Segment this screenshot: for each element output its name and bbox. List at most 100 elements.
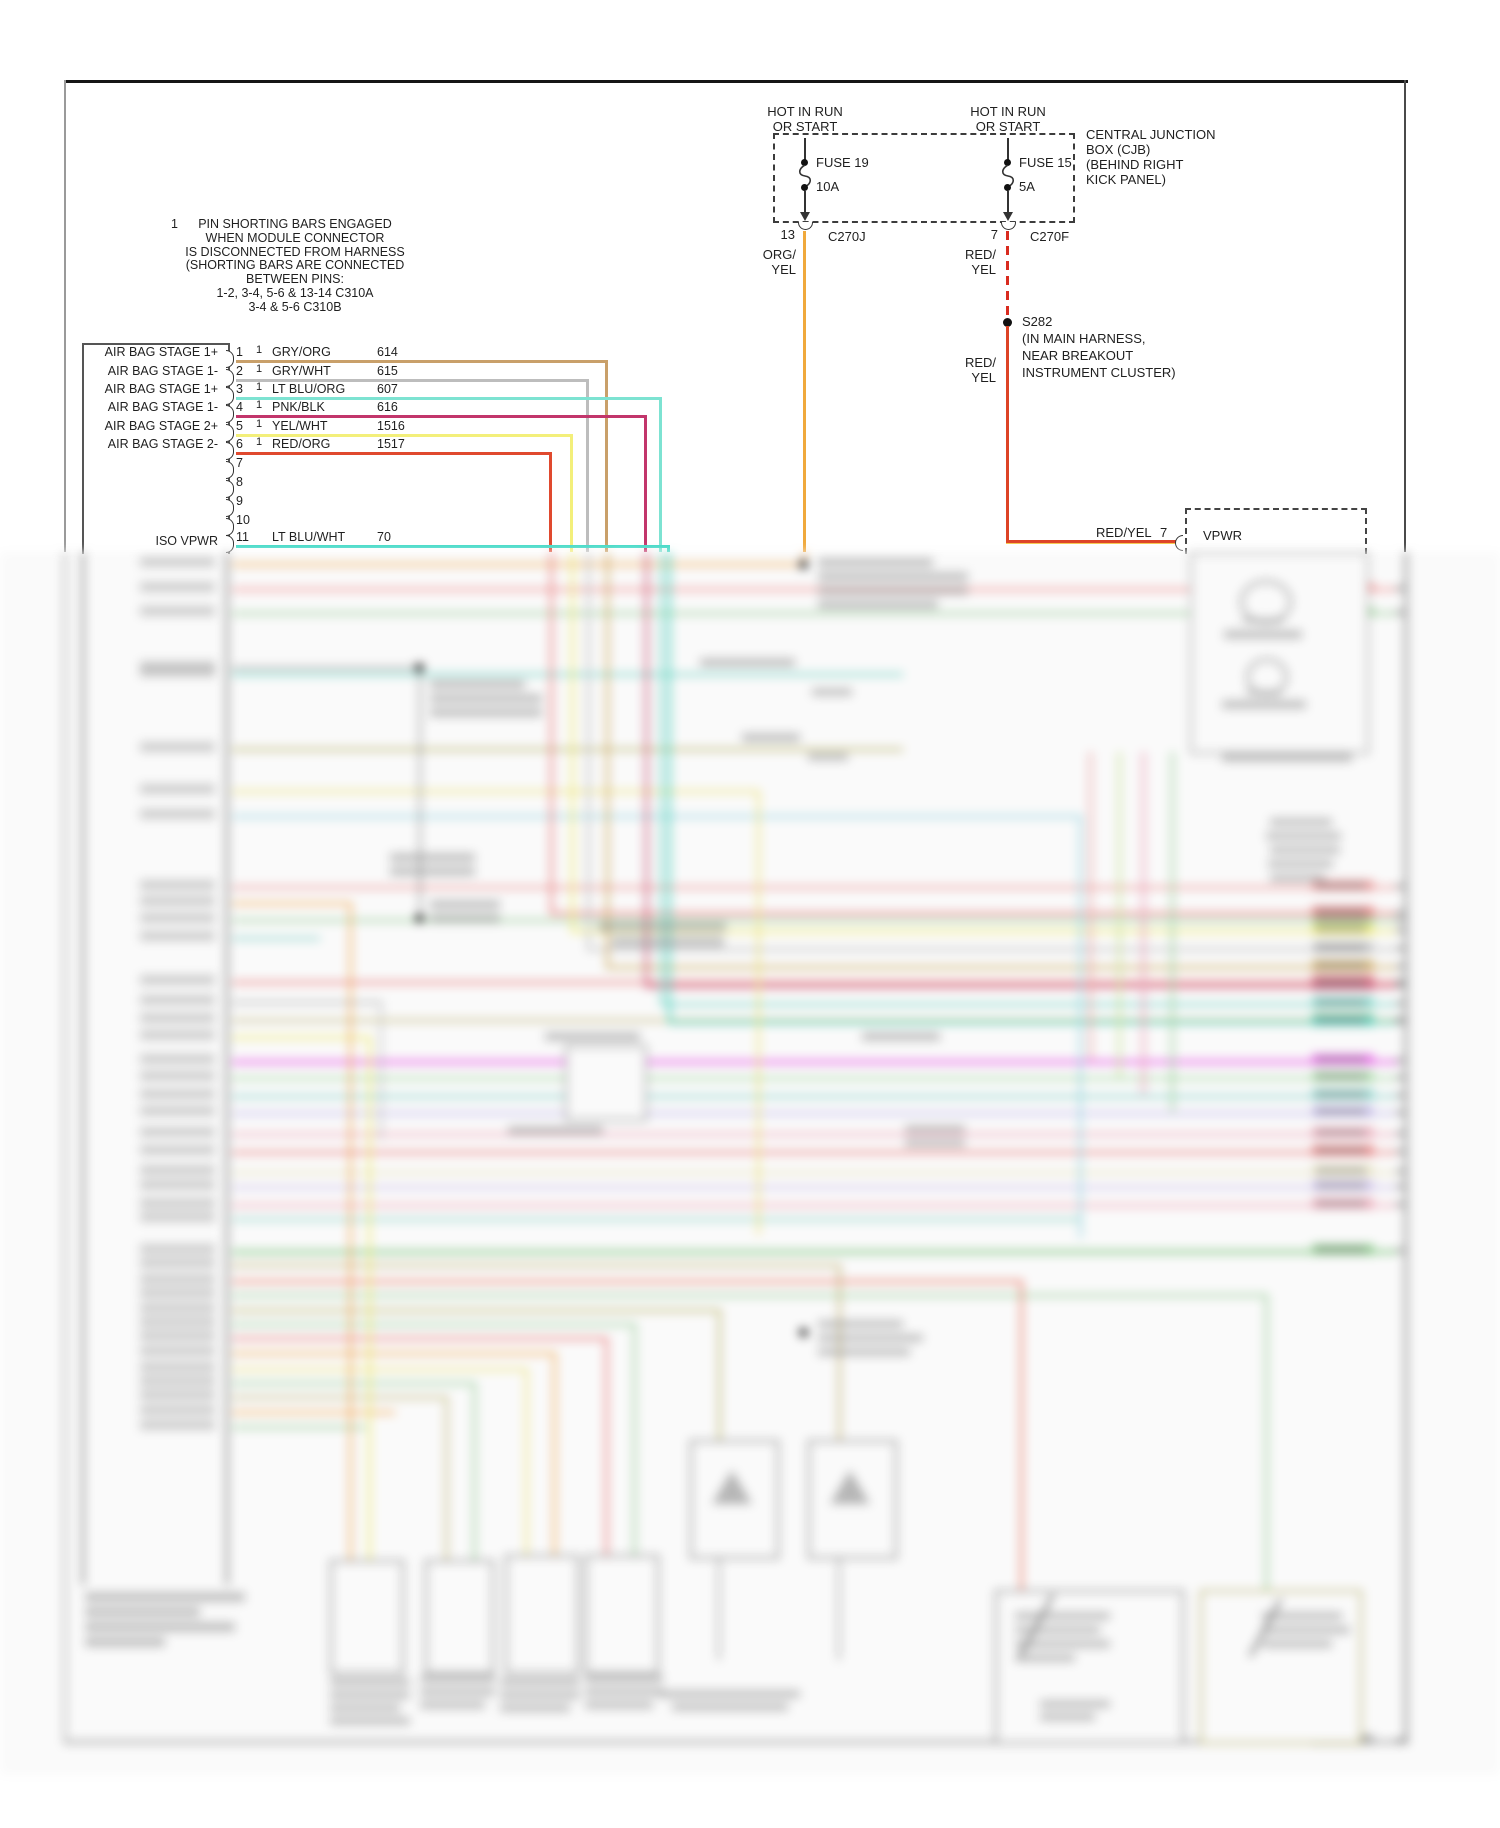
blur-text-bar	[1040, 1700, 1110, 1708]
blur-wire-horizontal	[587, 948, 1396, 951]
blur-text-bar	[1262, 1626, 1350, 1634]
blur-splice-dot	[799, 1328, 808, 1337]
circuit-number: 70	[377, 530, 391, 544]
blur-text-bar	[1246, 690, 1282, 695]
pin-ref-mark: 1	[256, 436, 263, 448]
blur-label-bar	[140, 1244, 215, 1254]
hot-label-left: HOT IN RUN OR START	[767, 104, 843, 134]
blur-label-bar	[140, 1030, 215, 1040]
pin-number: 4	[236, 400, 243, 414]
blur-label-bar	[140, 1288, 215, 1298]
fuse15-wire-bottom	[1007, 191, 1009, 213]
blur-wire-vertical	[803, 552, 806, 564]
pin-connector-icon	[226, 424, 234, 442]
wire-name: LT BLU/WHT	[272, 530, 346, 544]
blur-text-bar	[1015, 1654, 1075, 1662]
blur-text-bar	[1242, 618, 1284, 623]
module-pin-label: AIR BAG STAGE 1+	[104, 345, 218, 359]
fuse19-rating: 10A	[816, 179, 840, 194]
blur-right-pin-tick	[1396, 911, 1404, 914]
blur-wire-horizontal	[232, 1060, 1398, 1064]
connector-c270f-icon	[1001, 222, 1016, 230]
blur-wire-vertical	[606, 552, 609, 966]
module-box	[82, 343, 230, 554]
blur-wire-vertical	[1265, 1294, 1268, 1590]
blur-wire-vertical	[380, 1001, 382, 1140]
fuse15-terminal-top	[1004, 159, 1011, 166]
blur-text-bar	[420, 1701, 485, 1709]
blur-text-bar	[808, 753, 848, 761]
blur-label-bar	[140, 1420, 215, 1430]
blur-label-bar	[140, 557, 215, 567]
vpwr-pin: 7	[1160, 525, 1168, 540]
wire-name: LT BLU/ORG	[272, 382, 346, 396]
cjb-box	[773, 133, 1075, 223]
blur-wire-vertical	[1142, 752, 1145, 1095]
splice-s282-label: S282 (IN MAIN HARNESS, NEAR BREAKOUT INS…	[1022, 314, 1176, 380]
blur-wire-horizontal	[232, 1019, 1396, 1022]
pin-number: 2	[236, 364, 243, 378]
blur-text-bar	[420, 1675, 495, 1683]
wire-horizontal	[236, 397, 660, 400]
pin-number: 9	[236, 494, 243, 508]
blur-label-bar	[140, 1054, 215, 1064]
blur-right-pin-tick	[1396, 1249, 1404, 1252]
blur-right-pin-tick	[1396, 587, 1404, 590]
wire-name: PNK/BLK	[272, 400, 325, 414]
blur-wire-horizontal	[668, 1021, 1396, 1024]
pin-connector-icon	[226, 480, 234, 498]
blur-text-bar	[1015, 1640, 1110, 1648]
blur-wire-horizontal	[232, 673, 903, 676]
blur-label-bar	[140, 1127, 215, 1137]
wire-red-yel-label-2: RED/YEL	[964, 355, 996, 385]
blur-right-chip-text	[1316, 1182, 1366, 1189]
vpwr-name: VPWR	[1203, 528, 1242, 543]
blur-wire-vertical	[668, 552, 671, 1021]
blur-text-bar	[905, 1125, 965, 1133]
circuit-number: 607	[377, 382, 398, 396]
cjb-label: CENTRAL JUNCTION BOX (CJB) (BEHIND RIGHT…	[1086, 127, 1216, 187]
pin-ref-mark: 1	[256, 418, 263, 430]
blur-text-bar	[818, 1334, 923, 1342]
fuse19-arrow-icon	[800, 212, 810, 221]
blur-wire-vertical	[473, 1382, 476, 1560]
blur-wire-vertical	[587, 552, 590, 948]
blur-wire-vertical	[605, 1337, 608, 1555]
blur-text-bar	[812, 688, 852, 696]
blur-wire-horizontal	[232, 1133, 1396, 1136]
blur-indicator-icon	[1240, 580, 1292, 624]
blur-wire-vertical	[1118, 752, 1121, 1077]
blur-wire-vertical	[525, 1368, 528, 1555]
fuse19-element-icon	[798, 165, 812, 187]
blur-text-bar	[862, 1032, 940, 1041]
blur-label-bar	[140, 896, 215, 906]
module-pin-label: AIR BAG STAGE 1-	[107, 400, 218, 414]
blur-text-bar	[1222, 752, 1352, 762]
wire-drop	[667, 545, 670, 552]
blur-label-bar	[140, 1089, 215, 1099]
blur-wire-horizontal	[232, 1218, 1079, 1221]
blur-right-pin-tick	[1396, 1111, 1404, 1114]
blur-text-bar	[330, 1691, 410, 1699]
pin-number: 8	[236, 475, 243, 489]
c270j-pin: 13	[780, 227, 795, 242]
blur-text-bar	[700, 658, 795, 667]
blur-wire-horizontal	[232, 1294, 1265, 1297]
blur-right-pin-tick	[1396, 1132, 1404, 1135]
blur-wire-horizontal	[645, 985, 1396, 988]
connector-c270j-icon	[798, 222, 813, 230]
blur-text-bar	[672, 1703, 788, 1711]
circuit-number: 616	[377, 400, 398, 414]
blur-right-pin-tick	[1396, 1002, 1404, 1005]
blur-wire-horizontal	[232, 790, 757, 793]
blur-text-bar	[85, 1622, 235, 1632]
blur-text-bar	[508, 1126, 603, 1135]
blur-text-bar	[585, 1701, 653, 1709]
pin-number: 6	[236, 437, 243, 451]
fuse15-wire-top	[1007, 138, 1009, 160]
blur-airbag-symbol-icon	[830, 1470, 870, 1504]
wire-name: YEL/WHT	[272, 419, 328, 433]
blur-right-chip-text	[1316, 908, 1366, 915]
blur-label-bar	[140, 931, 215, 941]
blur-right-chip-text	[1316, 915, 1366, 922]
